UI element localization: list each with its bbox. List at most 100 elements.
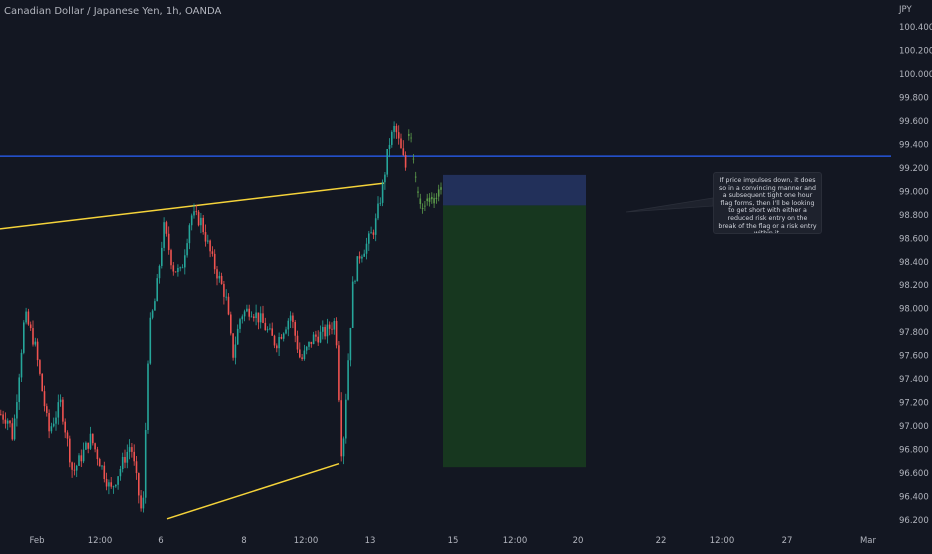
projection-candle[interactable] <box>437 189 440 197</box>
candle[interactable] <box>220 275 223 285</box>
candle[interactable] <box>193 211 195 216</box>
candle[interactable] <box>236 328 239 345</box>
candle[interactable] <box>227 296 230 315</box>
projection-candle[interactable] <box>426 198 428 202</box>
candle[interactable] <box>253 316 255 319</box>
candle[interactable] <box>370 232 372 234</box>
candle[interactable] <box>301 357 303 360</box>
candle[interactable] <box>308 341 310 347</box>
candle[interactable] <box>9 420 11 424</box>
candle[interactable] <box>94 443 96 450</box>
projection-candle[interactable] <box>421 208 424 210</box>
candle[interactable] <box>46 406 48 413</box>
candle[interactable] <box>358 256 361 259</box>
candle[interactable] <box>333 320 336 330</box>
candle[interactable] <box>25 311 27 323</box>
candle[interactable] <box>101 465 103 467</box>
candle[interactable] <box>121 456 124 469</box>
candle[interactable] <box>400 138 402 149</box>
candle[interactable] <box>48 412 50 432</box>
candle[interactable] <box>319 331 322 343</box>
candle[interactable] <box>363 253 365 257</box>
candle[interactable] <box>110 482 112 487</box>
candle[interactable] <box>50 426 53 432</box>
candle[interactable] <box>347 360 349 400</box>
candle[interactable] <box>246 308 248 312</box>
candle[interactable] <box>331 328 333 330</box>
candle[interactable] <box>108 482 110 487</box>
candle[interactable] <box>368 233 370 244</box>
projection-candle[interactable] <box>417 191 419 193</box>
candle[interactable] <box>43 391 46 407</box>
projection-candle[interactable] <box>440 187 442 190</box>
candle[interactable] <box>207 240 209 242</box>
candle[interactable] <box>273 335 276 346</box>
candle[interactable] <box>349 327 352 361</box>
stop-loss-zone[interactable] <box>443 174 586 206</box>
candle[interactable] <box>280 337 283 339</box>
candle[interactable] <box>232 333 234 358</box>
candle[interactable] <box>197 211 200 226</box>
candle[interactable] <box>62 399 64 422</box>
candle[interactable] <box>55 417 57 424</box>
candle[interactable] <box>365 243 368 254</box>
projection-candle[interactable] <box>435 197 438 200</box>
candle[interactable] <box>345 399 347 439</box>
candle[interactable] <box>170 250 172 266</box>
candle[interactable] <box>135 461 138 474</box>
candle[interactable] <box>356 256 359 282</box>
candle[interactable] <box>294 322 296 336</box>
upper-trendline[interactable] <box>0 182 385 230</box>
candle[interactable] <box>161 247 163 266</box>
candle[interactable] <box>69 438 71 463</box>
candle[interactable] <box>190 215 193 226</box>
candle[interactable] <box>200 217 202 226</box>
candle[interactable] <box>32 328 34 345</box>
candle[interactable] <box>234 344 237 358</box>
candle[interactable] <box>181 267 184 269</box>
candle[interactable] <box>379 202 382 204</box>
candle[interactable] <box>78 455 80 466</box>
candle[interactable] <box>13 418 16 440</box>
candle[interactable] <box>112 486 115 488</box>
candle[interactable] <box>402 148 405 156</box>
candle[interactable] <box>82 449 85 462</box>
candle[interactable] <box>149 317 152 364</box>
candle[interactable] <box>184 255 186 268</box>
candle[interactable] <box>322 326 324 332</box>
projection-candle[interactable] <box>410 137 412 139</box>
lower-trendline[interactable] <box>166 462 340 520</box>
candle[interactable] <box>64 421 66 433</box>
candle[interactable] <box>16 402 18 419</box>
candle[interactable] <box>103 465 106 479</box>
candle[interactable] <box>271 328 273 336</box>
candle[interactable] <box>335 320 338 346</box>
candle[interactable] <box>18 377 20 403</box>
candle[interactable] <box>276 345 278 349</box>
candle[interactable] <box>326 324 329 337</box>
candle[interactable] <box>105 478 108 487</box>
candle[interactable] <box>87 442 89 449</box>
candle[interactable] <box>126 451 129 463</box>
candle[interactable] <box>315 334 317 337</box>
candle[interactable] <box>386 148 388 175</box>
candle[interactable] <box>211 251 214 254</box>
candle[interactable] <box>172 265 175 272</box>
candle[interactable] <box>328 324 331 329</box>
candle[interactable] <box>75 465 78 471</box>
candle[interactable] <box>342 438 345 457</box>
candle[interactable] <box>209 240 211 252</box>
candle[interactable] <box>188 225 191 244</box>
candle[interactable] <box>29 324 32 329</box>
candle[interactable] <box>351 281 354 328</box>
projection-candle[interactable] <box>419 198 422 204</box>
candle[interactable] <box>395 125 398 133</box>
candle[interactable] <box>255 312 257 319</box>
candle[interactable] <box>299 349 301 358</box>
candle[interactable] <box>179 267 181 269</box>
candle[interactable] <box>257 312 260 323</box>
candle[interactable] <box>296 335 299 350</box>
candle[interactable] <box>282 333 285 339</box>
candle[interactable] <box>388 144 391 149</box>
